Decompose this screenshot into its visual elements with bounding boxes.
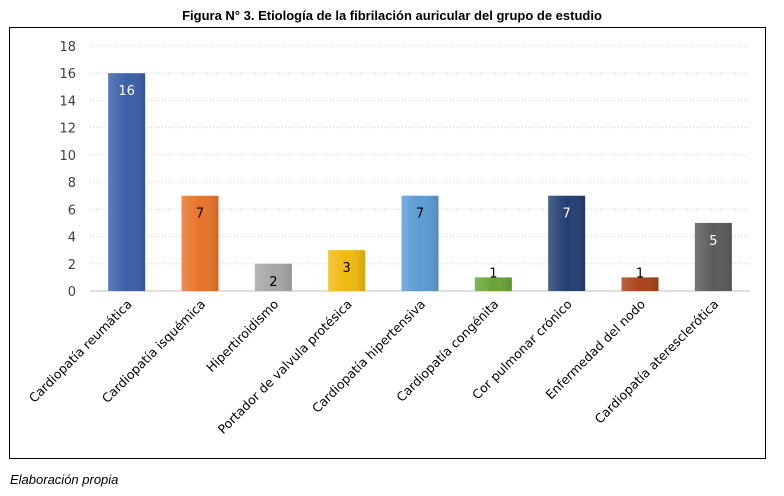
data-label: 5 — [709, 234, 717, 249]
bar-sheen — [254, 263, 292, 291]
y-axis: 0 2 4 6 8 10 12 14 16 18 — [59, 40, 76, 300]
source-caption: Elaboración propia — [10, 472, 119, 487]
y-tick-label: 18 — [59, 40, 76, 55]
y-tick-label: 0 — [68, 285, 76, 300]
y-tick-label: 10 — [59, 149, 76, 164]
data-label: 7 — [563, 207, 571, 222]
data-label: 1 — [636, 266, 644, 281]
figure-title: Figura N° 3. Etiología de la fibrilación… — [182, 8, 602, 23]
x-category-label: Hipertiroidismo — [203, 297, 281, 375]
bar-sheen — [621, 277, 659, 291]
data-label: 3 — [343, 261, 351, 276]
y-tick-label: 6 — [68, 203, 76, 218]
bar-sheen — [548, 195, 586, 291]
data-label: 1 — [489, 266, 497, 281]
bar-sheen — [401, 195, 439, 291]
data-label: 7 — [416, 207, 424, 222]
data-label: 2 — [269, 275, 277, 290]
y-tick-label: 4 — [68, 231, 76, 246]
y-tick-label: 16 — [59, 67, 76, 82]
y-tick-label: 2 — [68, 258, 76, 273]
data-label: 7 — [196, 207, 204, 222]
y-tick-label: 12 — [59, 122, 76, 137]
x-category-label: Portador de valvula protésica — [215, 297, 355, 437]
y-tick-label: 14 — [59, 94, 76, 109]
x-category-label: Cardiopatía ateresclerótica — [592, 297, 722, 427]
bar-sheen — [694, 222, 732, 291]
y-tick-label: 8 — [68, 176, 76, 191]
bar-sheen — [181, 195, 219, 291]
bar-sheen — [474, 277, 512, 291]
bar-sheen — [108, 73, 146, 291]
data-label: 16 — [118, 84, 135, 99]
bar-chart: 0 2 4 6 8 10 12 14 16 18 16 7 2 3 7 1 7 1 5 Cardiopatía r… — [26, 40, 750, 437]
bar-sheen — [328, 250, 366, 291]
bars: 16 7 2 3 7 1 7 1 5 — [108, 73, 732, 291]
